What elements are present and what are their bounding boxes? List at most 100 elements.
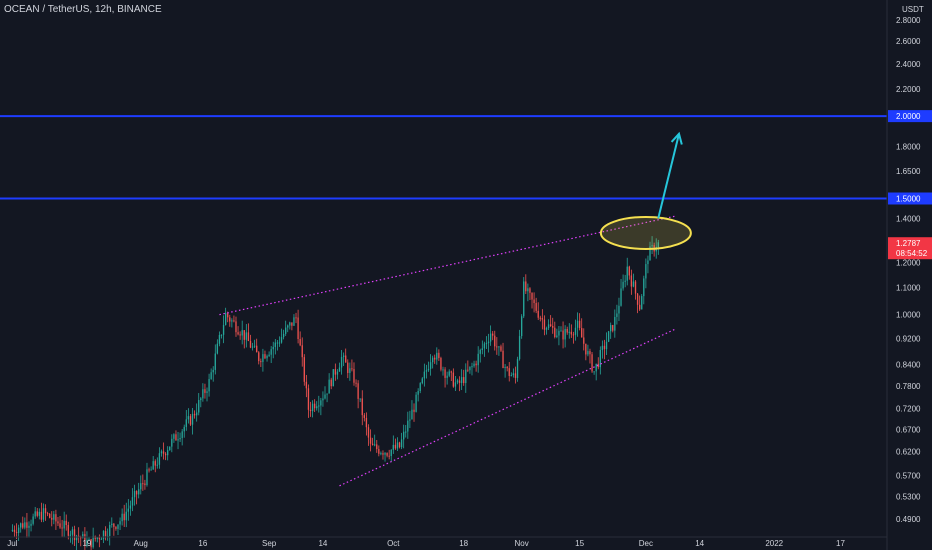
candle-body bbox=[585, 343, 587, 355]
candle-body bbox=[307, 388, 310, 410]
candle-body bbox=[80, 537, 82, 539]
highlight-ellipse[interactable] bbox=[599, 215, 692, 250]
candle-body bbox=[86, 539, 88, 546]
candle-body bbox=[162, 451, 165, 454]
candle-body bbox=[527, 288, 529, 292]
candle-body bbox=[247, 332, 250, 341]
candle-body bbox=[568, 331, 570, 333]
candle-body bbox=[463, 377, 465, 384]
candle-body bbox=[293, 317, 295, 326]
candle-body bbox=[458, 380, 461, 383]
time-tick-label: 14 bbox=[695, 539, 704, 548]
candle-body bbox=[374, 444, 376, 446]
candle-body bbox=[384, 453, 386, 455]
candle-body bbox=[61, 527, 63, 529]
candle-body bbox=[444, 369, 446, 378]
trendlines[interactable] bbox=[219, 215, 676, 487]
candle-body bbox=[202, 389, 204, 399]
candle-body bbox=[179, 437, 181, 440]
candle-body bbox=[465, 369, 467, 384]
horizontal-levels[interactable] bbox=[0, 115, 887, 200]
candle-body bbox=[554, 327, 556, 338]
candle-body bbox=[278, 342, 281, 344]
price-tick-label: 1.8000 bbox=[896, 142, 921, 151]
candle-body bbox=[388, 455, 390, 457]
candle-body bbox=[438, 352, 440, 358]
candle-body bbox=[351, 368, 353, 370]
candle-body bbox=[96, 537, 98, 539]
candle-body bbox=[328, 379, 330, 394]
candle-body bbox=[394, 444, 397, 449]
candle-body bbox=[291, 322, 293, 326]
candle-body bbox=[152, 461, 154, 470]
candle-body bbox=[641, 296, 643, 310]
trendline[interactable] bbox=[339, 328, 676, 487]
candle-body bbox=[431, 357, 434, 363]
candle-body bbox=[618, 305, 620, 314]
candle-body bbox=[115, 526, 117, 529]
candle-body bbox=[603, 345, 606, 350]
breakout-arrow-head[interactable] bbox=[670, 131, 683, 145]
candle-body bbox=[454, 382, 457, 387]
candle-body bbox=[173, 434, 175, 439]
candle-body bbox=[421, 378, 423, 384]
candle-body bbox=[67, 525, 69, 536]
candle-body bbox=[258, 352, 260, 362]
candle-body bbox=[386, 453, 388, 456]
countdown-label: 08:54:52 bbox=[896, 249, 928, 258]
candle-body bbox=[607, 331, 610, 342]
candle-body bbox=[156, 464, 158, 466]
candle-body bbox=[336, 371, 339, 375]
candle-body bbox=[398, 442, 401, 448]
candle-body bbox=[30, 523, 32, 526]
candle-body bbox=[46, 513, 49, 515]
candle-body bbox=[378, 449, 380, 454]
candle-body bbox=[376, 444, 378, 450]
candle-body bbox=[303, 357, 305, 382]
candle-body bbox=[266, 355, 268, 359]
candle-body bbox=[268, 354, 270, 356]
candle-body bbox=[28, 525, 30, 528]
candle-body bbox=[363, 415, 366, 418]
candle-body bbox=[500, 346, 502, 351]
candle-body bbox=[92, 536, 94, 548]
level-price-tag-label: 2.0000 bbox=[896, 112, 921, 121]
candle-body bbox=[249, 340, 252, 348]
candle-body bbox=[645, 264, 647, 279]
candle-body bbox=[111, 523, 113, 525]
candle-body bbox=[487, 341, 490, 344]
candle-body bbox=[469, 366, 471, 371]
candle-body bbox=[529, 288, 531, 293]
candle-body bbox=[15, 531, 18, 534]
candle-body bbox=[485, 343, 488, 345]
candle-body bbox=[241, 330, 243, 336]
candle-body bbox=[77, 535, 80, 538]
candle-body bbox=[605, 341, 608, 350]
candle-body bbox=[434, 357, 436, 360]
trendline[interactable] bbox=[219, 215, 675, 316]
current-price-tag bbox=[888, 237, 932, 260]
candle-body bbox=[100, 538, 103, 540]
candle-body bbox=[24, 522, 26, 528]
candle-body bbox=[210, 372, 212, 380]
candle-body bbox=[456, 380, 459, 383]
candle-body bbox=[305, 381, 308, 389]
candle-body bbox=[649, 246, 651, 261]
candle-body bbox=[59, 523, 61, 528]
annotations[interactable] bbox=[599, 131, 692, 250]
breakout-arrow-shaft[interactable] bbox=[657, 133, 680, 219]
candle-body bbox=[22, 523, 24, 528]
candle-body bbox=[88, 539, 90, 541]
price-axis[interactable]: 2.8000 2.6000 2.4000 2.2000 1.8000 1.6500 1.40… bbox=[886, 0, 924, 550]
candle-body bbox=[71, 529, 74, 535]
candle-body bbox=[349, 368, 351, 373]
candle-body bbox=[525, 281, 527, 292]
candle-body bbox=[167, 450, 169, 456]
time-tick-label: 14 bbox=[318, 539, 327, 548]
candle-body bbox=[36, 511, 38, 516]
time-axis[interactable]: Jul 19 Aug 16 Sep 14 Oct 18 Nov 15 Dec 14 2022 17 bbox=[0, 536, 887, 548]
candle-body bbox=[106, 535, 109, 537]
candle-body bbox=[260, 361, 262, 363]
candle-body bbox=[411, 409, 413, 420]
